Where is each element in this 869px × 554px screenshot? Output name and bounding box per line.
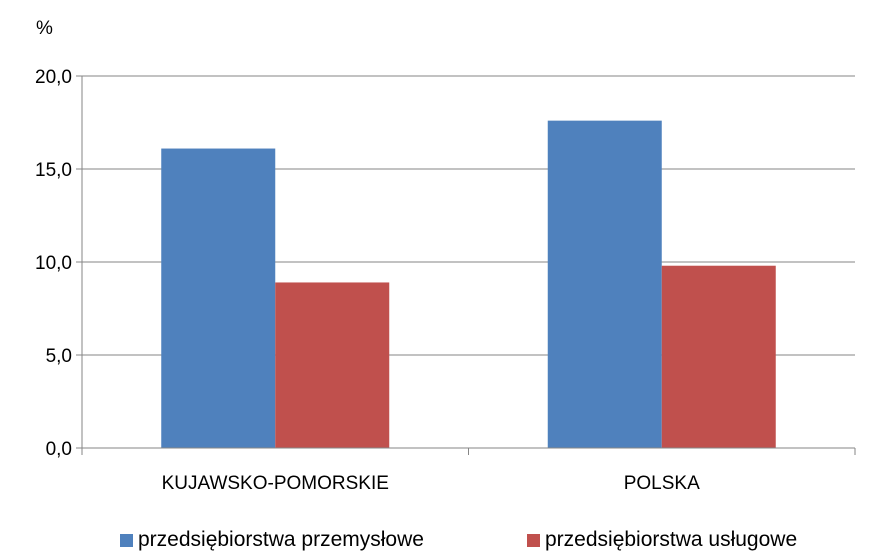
legend-label-series-1: przedsiębiorstwa przemysłowe — [138, 528, 424, 551]
y-tick-label: 5,0 — [46, 346, 72, 367]
legend: przedsiębiorstwa przemysłowe przedsiębio… — [0, 526, 869, 554]
bar-chart: % 0,0 5,0 10,0 15,0 20,0 KUJAWSKO-POMORSKIE P… — [35, 18, 856, 494]
bar — [661, 265, 776, 448]
y-axis-ticks: 0,0 5,0 10,0 15,0 20,0 — [35, 67, 82, 460]
y-unit-label: % — [36, 18, 53, 39]
legend-item-series-1: przedsiębiorstwa przemysłowe — [120, 526, 424, 554]
legend-item-series-2: przedsiębiorstwa usługowe — [527, 526, 797, 554]
x-axis: KUJAWSKO-POMORSKIE POLSKA — [81, 76, 856, 494]
legend-swatch-series-2 — [527, 533, 540, 547]
legend-label-series-2: przedsiębiorstwa usługowe — [545, 528, 798, 551]
x-category-label: KUJAWSKO-POMORSKIE — [162, 473, 389, 494]
y-tick-label: 10,0 — [35, 253, 72, 274]
y-tick-label: 15,0 — [35, 160, 72, 181]
legend-swatch-series-1 — [120, 533, 133, 547]
y-tick-label: 0,0 — [46, 439, 72, 460]
bars — [161, 120, 776, 449]
bar — [547, 120, 662, 448]
bar — [275, 282, 390, 448]
bar — [161, 148, 276, 449]
x-category-label: POLSKA — [624, 473, 700, 494]
y-tick-label: 20,0 — [35, 67, 72, 88]
